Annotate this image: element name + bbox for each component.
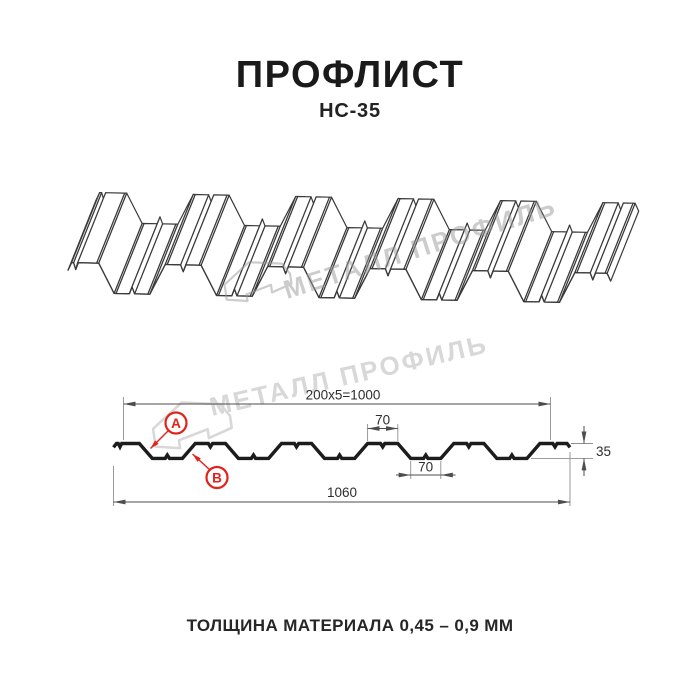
dim-total-width: 1060 [327, 485, 357, 500]
callout-b-label: В [212, 470, 222, 485]
dim-working-width: 200x5=1000 [306, 388, 381, 403]
product-model: НС-35 [319, 100, 381, 122]
dim-valley-flat: 70 [418, 460, 433, 475]
dimension-labels: 200x5=1000 1060 70 70 35 [306, 388, 611, 501]
callout-b-circle [205, 465, 229, 490]
section-outline [112, 441, 572, 461]
callout-a-arrow [150, 430, 169, 449]
brand-logo-icon [223, 261, 293, 303]
dim-crest-flat: 70 [375, 413, 390, 428]
profile-cross-section [112, 441, 572, 461]
sheet-front-edge [67, 261, 612, 303]
page-title: ПРОФЛИСТ [235, 54, 465, 96]
callouts: А В [150, 411, 229, 490]
callout-a-label: А [171, 416, 181, 431]
dimension-lines [113, 401, 587, 505]
watermark-text: МЕТАЛЛ ПРОФИЛЬ [207, 329, 491, 422]
callout-a-circle [164, 411, 188, 435]
profiled-sheet-3d-view [67, 192, 640, 303]
callout-b-arrow [192, 453, 210, 471]
dim-height: 35 [596, 444, 611, 459]
thickness-note: ТОЛЩИНА МАТЕРИАЛА 0,45 – 0,9 ММ [186, 616, 514, 635]
